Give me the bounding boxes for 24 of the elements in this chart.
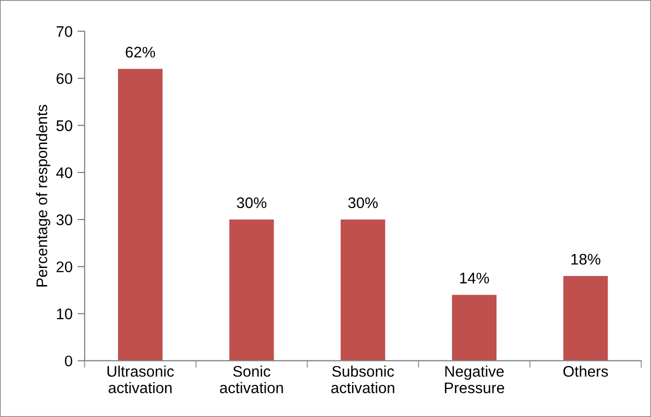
- bar: [229, 220, 274, 361]
- y-tick-label: 60: [56, 73, 72, 84]
- x-tick-label: Negative Pressure: [444, 366, 504, 394]
- data-label: 62%: [126, 46, 156, 58]
- y-tick-label: 30: [56, 214, 72, 226]
- data-label: 18%: [571, 254, 600, 265]
- bar: [563, 276, 608, 361]
- y-tick-label: 70: [56, 26, 72, 37]
- data-label: 30%: [348, 197, 378, 208]
- data-label: 14%: [460, 272, 489, 284]
- x-tick-label: Sonic activation: [220, 366, 283, 394]
- y-tick-label: 50: [56, 120, 72, 132]
- x-tick-label: Others: [563, 366, 608, 377]
- bar: [118, 68, 163, 361]
- y-tick-label: 20: [56, 261, 72, 272]
- bar: [452, 294, 497, 361]
- data-label: 30%: [236, 197, 266, 208]
- bar: [340, 220, 386, 361]
- x-tick-label: Ultrasonic activation: [108, 366, 174, 394]
- x-tick-label: Subsonic activation: [331, 366, 394, 394]
- y-axis-title: Percentage of respondents: [36, 104, 50, 286]
- y-tick-label: 0: [64, 356, 72, 366]
- y-tick-label: 10: [57, 308, 72, 320]
- y-tick-label: 40: [56, 167, 72, 178]
